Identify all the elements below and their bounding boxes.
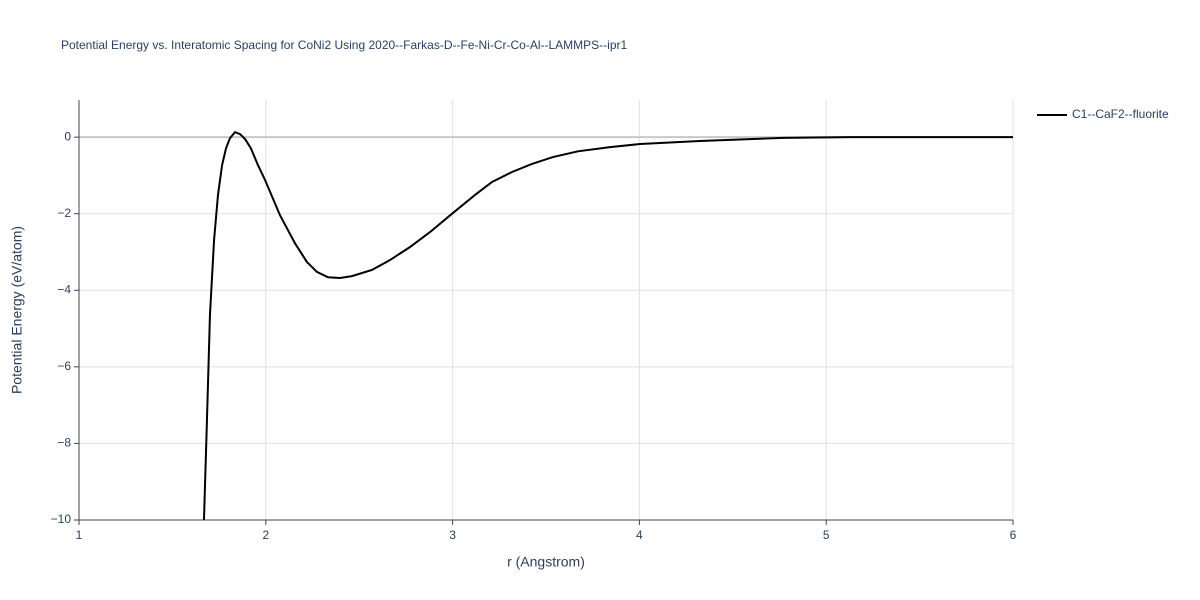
x-tick-label: 6 [1010,528,1017,542]
y-tick-label: −4 [57,282,71,296]
legend-label: C1--CaF2--fluorite [1072,107,1169,121]
y-tick-label: −6 [57,359,71,373]
x-tick-label: 3 [449,528,456,542]
x-tick-label: 4 [636,528,643,542]
x-tick-label: 2 [262,528,269,542]
line-series [202,130,1013,520]
x-axis-title: r (Angstrom) [507,554,585,570]
x-tick-label: 5 [823,528,830,542]
chart-title: Potential Energy vs. Interatomic Spacing… [61,38,627,52]
y-axis-title: Potential Energy (eV/atom) [9,226,25,394]
y-tick-label: −8 [57,436,71,450]
y-tick-label: 0 [64,129,71,143]
x-tick-label: 1 [76,528,83,542]
y-tick-label: −2 [57,206,71,220]
y-tick-label: −10 [51,512,72,526]
